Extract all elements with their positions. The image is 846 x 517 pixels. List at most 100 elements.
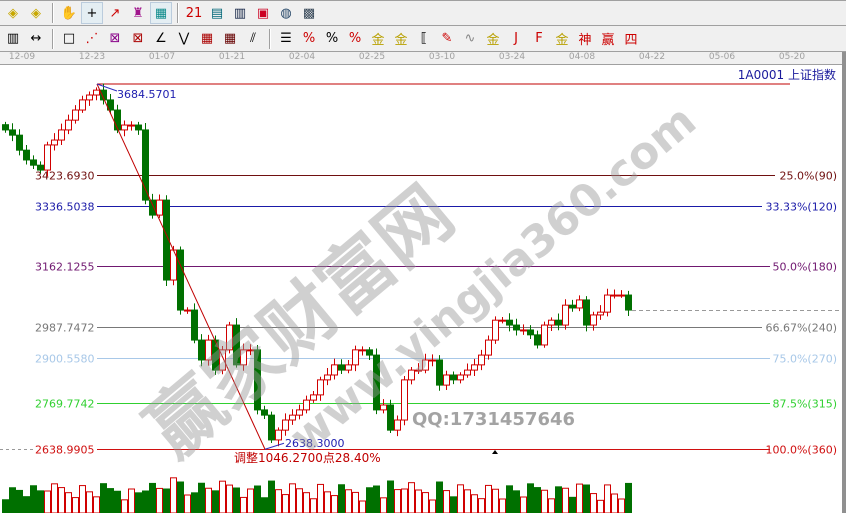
zoom-in-button[interactable]: ◈ [2, 2, 24, 24]
high-pointer [96, 83, 118, 92]
volume-bar [107, 488, 114, 514]
candle-body [72, 109, 79, 121]
kline-chart[interactable]: 3423.6930 25.0%(90) 3336.5038 33.33%(120) 31… [0, 65, 846, 514]
candle-body [352, 349, 359, 366]
crosshair-button[interactable]: + [81, 2, 103, 24]
calendar-button[interactable]: 21 [183, 2, 205, 24]
toolbar-separator [52, 3, 54, 23]
volume-bar [275, 489, 282, 514]
candle-body [275, 429, 282, 441]
volume-bar [513, 490, 520, 514]
percent-button[interactable]: % [321, 28, 343, 50]
candle-body [401, 379, 408, 421]
percent-line-button[interactable]: % [298, 28, 320, 50]
zoom-out-icon: ◈ [31, 5, 41, 21]
levels-button[interactable]: ☰ [275, 28, 297, 50]
win-fan-button[interactable]: 赢 [597, 28, 619, 50]
candle-body [478, 354, 485, 366]
tools-toolbar: ▥ ↔ □ ⋰ ⊠ ⊠ ∠ ⋁ ▦ ▦ ⫽ ☰%%% 金金 ⟦ ✎ ∿ 金 J F 金神赢四 [0, 26, 846, 52]
candle-body [415, 369, 422, 372]
calendar-icon: 21 [185, 5, 203, 21]
level-pct-label: 87.5%(315) [772, 398, 837, 411]
date-label: 12-09 [8, 52, 36, 62]
candle-body [261, 409, 268, 416]
volume-bar [345, 489, 352, 514]
wave-levels-button[interactable]: ∿ [459, 28, 481, 50]
god-fan-button[interactable]: 神 [574, 28, 596, 50]
shirt-button[interactable]: ♜ [127, 2, 149, 24]
notes-icon: ▥ [233, 5, 247, 21]
volume-bar [51, 483, 58, 514]
bracket-button[interactable]: ⟦ [413, 28, 435, 50]
grid2-button[interactable]: ▦ [219, 28, 241, 50]
volume-bar [457, 484, 464, 514]
volume-bar [352, 491, 359, 514]
angle-button[interactable]: ∠ [150, 28, 172, 50]
date-label: 05-20 [778, 52, 806, 62]
candle-body [100, 89, 107, 101]
level-price-label: 3423.6930 [35, 170, 95, 183]
volume-bar [303, 492, 310, 514]
low-label: 2638.3000 [285, 437, 345, 450]
candle-body [198, 339, 205, 361]
high-label: 3684.5701 [117, 88, 177, 101]
volume-bar [163, 488, 170, 514]
candle-body [268, 414, 275, 441]
brush-button[interactable]: ✎ [436, 28, 458, 50]
ruler-icon: ▥ [6, 31, 20, 46]
gold-levels-button[interactable]: 金 [390, 28, 412, 50]
percent-levels-icon: % [348, 31, 362, 46]
level-price-label: 2987.7472 [35, 322, 95, 335]
win-fan-icon: 赢 [601, 33, 615, 48]
line-draw-button[interactable]: ↗ [104, 2, 126, 24]
volume-bar [37, 490, 44, 514]
candle-body [149, 199, 156, 216]
volume-bar [93, 496, 100, 514]
parallel-button[interactable]: ⫽ [242, 28, 264, 50]
date-label: 04-08 [568, 52, 596, 62]
candle-body [37, 164, 44, 171]
candle-body [499, 319, 506, 322]
ruler-button[interactable]: ▥ [2, 28, 24, 50]
width-button[interactable]: ↔ [25, 28, 47, 50]
gold-fan-icon: 金 [555, 33, 569, 48]
candle-body [121, 124, 128, 131]
adjust-label: 调整1046.2700点28.40% [234, 450, 381, 465]
grid-button[interactable]: ▦ [196, 28, 218, 50]
f-fan-button[interactable]: F [528, 28, 550, 50]
volume-bar [373, 485, 380, 514]
four-fan-button[interactable]: 四 [620, 28, 642, 50]
candle-body [107, 99, 114, 111]
chart-canvas[interactable]: 3423.6930 25.0%(90) 3336.5038 33.33%(120) 31… [0, 65, 846, 514]
candle-body [114, 109, 121, 131]
fan-button[interactable]: ⋰ [81, 28, 103, 50]
box-fan-button[interactable]: ⊠ [104, 28, 126, 50]
gold-circle-button[interactable]: 金 [367, 28, 389, 50]
box-fan2-button[interactable]: ⊠ [127, 28, 149, 50]
notes-button[interactable]: ▥ [229, 2, 251, 24]
candle-body [9, 129, 16, 136]
wave-button[interactable]: ⋁ [173, 28, 195, 50]
j-fan-button[interactable]: J [505, 28, 527, 50]
zoom-out-button[interactable]: ◈ [25, 2, 47, 24]
rect-icon: □ [62, 31, 76, 46]
hand-button[interactable]: ✋ [58, 2, 80, 24]
gold-fan-button[interactable]: 金 [551, 28, 573, 50]
percent-levels-button[interactable]: % [344, 28, 366, 50]
volume-bar [205, 487, 212, 514]
pattern-button[interactable]: ▦ [150, 2, 172, 24]
calculator-button[interactable]: ▤ [206, 2, 228, 24]
candle-body [366, 349, 373, 356]
candle-body [296, 409, 303, 416]
print-button[interactable]: ▩ [298, 2, 320, 24]
save-button[interactable]: ▣ [252, 2, 274, 24]
volume-bar [380, 497, 387, 514]
rect-button[interactable]: □ [58, 28, 80, 50]
network-button[interactable]: ◍ [275, 2, 297, 24]
candle-body [282, 419, 289, 431]
volume-bar [562, 487, 569, 514]
volume-bar [135, 492, 142, 514]
gold-box-button[interactable]: 金 [482, 28, 504, 50]
candle-body [359, 349, 366, 352]
j-fan-icon: J [514, 31, 518, 46]
